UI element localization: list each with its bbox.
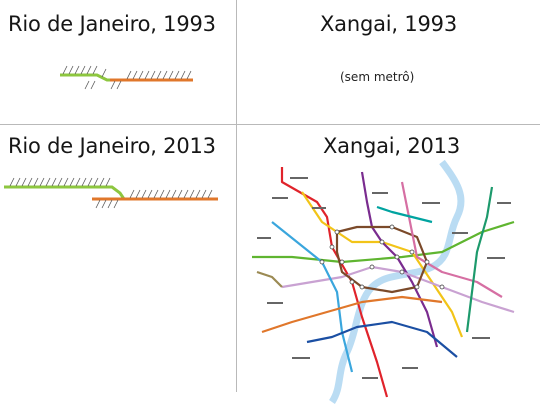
no-metro-note: (sem metrô) (340, 70, 415, 84)
panel-title-xangai-2013: Xangai, 2013 (323, 134, 460, 158)
panel-title-rio-2013: Rio de Janeiro, 2013 (8, 134, 216, 158)
rio-2013-metro-map (4, 177, 218, 209)
panel-title-rio-1993: Rio de Janeiro, 1993 (8, 12, 216, 36)
vertical-divider (236, 0, 237, 392)
xangai-2013-metro-map (252, 159, 515, 404)
panel-title-xangai-1993: Xangai, 1993 (320, 12, 457, 36)
rio-1993-metro-map (60, 65, 193, 90)
horizontal-divider (0, 124, 540, 125)
